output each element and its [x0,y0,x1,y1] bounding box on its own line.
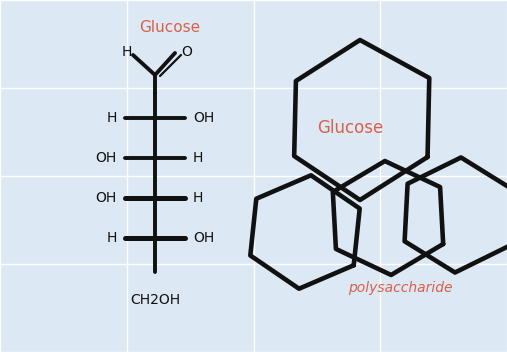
Text: Glucose: Glucose [139,20,201,36]
Text: H: H [122,45,132,59]
Text: OH: OH [96,151,117,165]
Text: O: O [182,45,193,59]
Text: H: H [106,231,117,245]
Text: H: H [106,111,117,125]
Text: OH: OH [193,231,214,245]
Text: CH2OH: CH2OH [130,293,180,307]
Text: OH: OH [193,111,214,125]
Text: Glucose: Glucose [317,119,383,137]
Text: polysaccharide: polysaccharide [348,281,452,295]
Text: H: H [193,191,203,205]
Text: OH: OH [96,191,117,205]
Text: H: H [193,151,203,165]
